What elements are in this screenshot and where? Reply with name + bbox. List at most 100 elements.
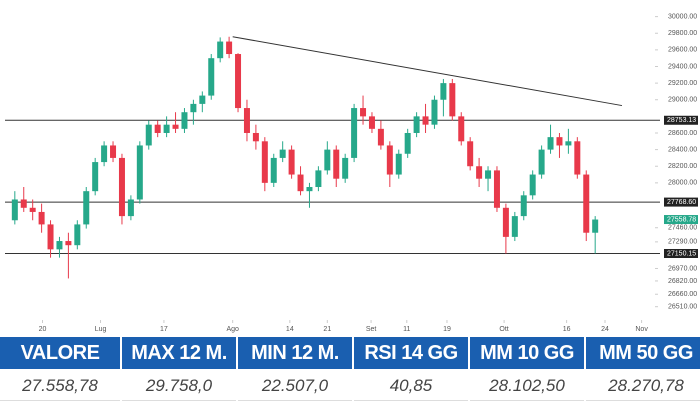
candle-body — [458, 116, 465, 142]
candle-body — [163, 124, 170, 133]
price-tag — [664, 115, 698, 125]
candle-body — [395, 153, 402, 175]
price-tag — [664, 197, 698, 207]
candle-body — [485, 170, 492, 179]
x-tick-label: 20 — [39, 326, 47, 333]
candle-body — [243, 108, 250, 133]
candle-body — [431, 99, 438, 125]
candle-body — [467, 141, 474, 167]
candle-body — [565, 141, 572, 146]
value-cell: 22.507,0 — [238, 371, 352, 401]
value-cell: 29.758,0 — [122, 371, 236, 401]
y-tick-label: 28600.00 — [668, 130, 697, 137]
candle-body — [574, 141, 581, 175]
x-tick-label: 24 — [601, 326, 609, 333]
y-tick-label: 29200.00 — [668, 80, 697, 87]
candle-body — [288, 149, 295, 175]
candle-body — [538, 149, 545, 175]
candle-body — [65, 241, 72, 246]
candle-body — [38, 211, 45, 225]
candle-body — [127, 199, 134, 217]
y-tick-label: 29000.00 — [668, 97, 697, 104]
y-tick-label: 29400.00 — [668, 63, 697, 70]
x-tick-label: Set — [366, 326, 377, 333]
candle-body — [377, 128, 384, 146]
x-tick-label: Nov — [635, 326, 648, 333]
candle-body — [199, 95, 206, 104]
x-tick-label: Lug — [95, 326, 107, 333]
candle-body — [154, 124, 161, 133]
candle-body — [92, 162, 99, 192]
candle-body — [306, 187, 313, 192]
candle-body — [386, 145, 393, 175]
y-tick-label: 26820.00 — [668, 278, 697, 285]
value-cell: 27.558,78 — [0, 371, 120, 401]
price-tag-label: 27150.15 — [667, 250, 696, 257]
x-tick-label: Ago — [226, 326, 239, 333]
x-tick-label: 11 — [403, 326, 410, 333]
candle-body — [493, 170, 500, 208]
header-cell: RSI 14 GG — [354, 337, 468, 369]
x-tick-label: 17 — [160, 326, 168, 333]
candle-body — [333, 149, 340, 179]
stats-table: VALORE MAX 12 M. MIN 12 M. RSI 14 GG MM 10 G… — [0, 337, 700, 401]
candle-body — [118, 157, 125, 217]
y-tick-label: 28400.00 — [668, 146, 697, 153]
y-tick-label: 26510.00 — [668, 304, 697, 311]
candle-body — [20, 199, 27, 208]
price-tag — [664, 248, 698, 258]
candle-body — [476, 166, 483, 179]
candle-body — [136, 145, 143, 200]
y-tick-label: 26970.00 — [668, 265, 697, 272]
candle-body — [404, 132, 411, 154]
candle-body — [217, 41, 224, 59]
header-cell: MM 10 GG — [470, 337, 584, 369]
y-tick-label: 28200.00 — [668, 163, 697, 170]
header-cell: MAX 12 M. — [122, 337, 236, 369]
candle-body — [145, 124, 152, 146]
y-tick-label: 28000.00 — [668, 180, 697, 187]
trend-line — [232, 36, 623, 107]
y-tick-label: 27460.00 — [668, 225, 697, 232]
candle-body — [592, 219, 599, 233]
value-cell: 28.270,78 — [586, 371, 700, 401]
candle-body — [279, 149, 286, 158]
x-tick-label: Ott — [499, 326, 508, 333]
candle-body — [547, 137, 554, 150]
y-tick-label: 30000.00 — [668, 13, 697, 20]
candle-body — [74, 224, 81, 246]
candle-body — [511, 216, 518, 237]
y-tick-label: 27290.00 — [668, 239, 697, 246]
x-tick-label: 21 — [323, 326, 331, 333]
y-tick-label: 29800.00 — [668, 30, 697, 37]
candle-body — [422, 116, 429, 125]
candle-body — [360, 108, 367, 117]
header-cell: MM 50 GG — [586, 337, 700, 369]
candle-body — [181, 112, 188, 129]
candle-body — [449, 83, 456, 117]
price-tag-label: 28753.13 — [667, 117, 696, 124]
candle-body — [413, 116, 420, 133]
price-tag — [664, 215, 698, 225]
candle-body — [297, 174, 304, 192]
candle-body — [368, 116, 375, 129]
y-tick-label: 29600.00 — [668, 47, 697, 54]
candle-body — [83, 191, 90, 225]
candle-body — [324, 149, 331, 171]
candle-body — [172, 124, 179, 129]
candle-body — [440, 83, 447, 100]
y-tick-label: 26660.00 — [668, 291, 697, 298]
candle-body — [47, 224, 54, 250]
candle-body — [110, 145, 117, 158]
candle-body — [235, 54, 242, 109]
candle-body — [351, 108, 358, 158]
candle-body — [502, 207, 509, 237]
candle-body — [556, 137, 563, 146]
candle-body — [252, 132, 259, 142]
header-cell: VALORE — [0, 337, 120, 369]
value-cell: 28.102,50 — [470, 371, 584, 401]
candle-body — [101, 145, 108, 163]
candle-body — [315, 170, 322, 188]
candle-body — [208, 58, 215, 96]
